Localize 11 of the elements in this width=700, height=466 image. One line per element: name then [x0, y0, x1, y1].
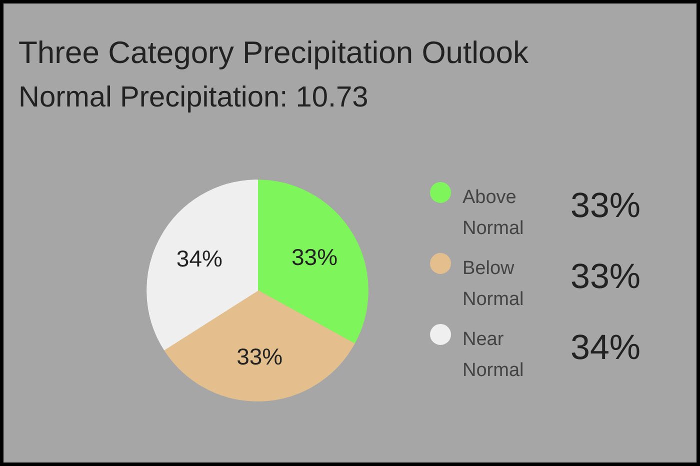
legend-label: Below Normal [462, 258, 524, 310]
text: 33% [570, 186, 641, 225]
legend-label: Near Normal [462, 329, 524, 381]
data-label: 33% [236, 344, 283, 370]
chart-subtitle: Normal Precipitation: 10.73 [18, 82, 368, 114]
data-label: 34% [176, 246, 222, 272]
text: 33% [570, 257, 641, 296]
data-label: 33% [292, 244, 338, 270]
text: 34% [570, 328, 641, 367]
legend-label: Above Normal [462, 187, 524, 239]
chart-title: Three Category Precipitation Outlook [18, 35, 530, 70]
